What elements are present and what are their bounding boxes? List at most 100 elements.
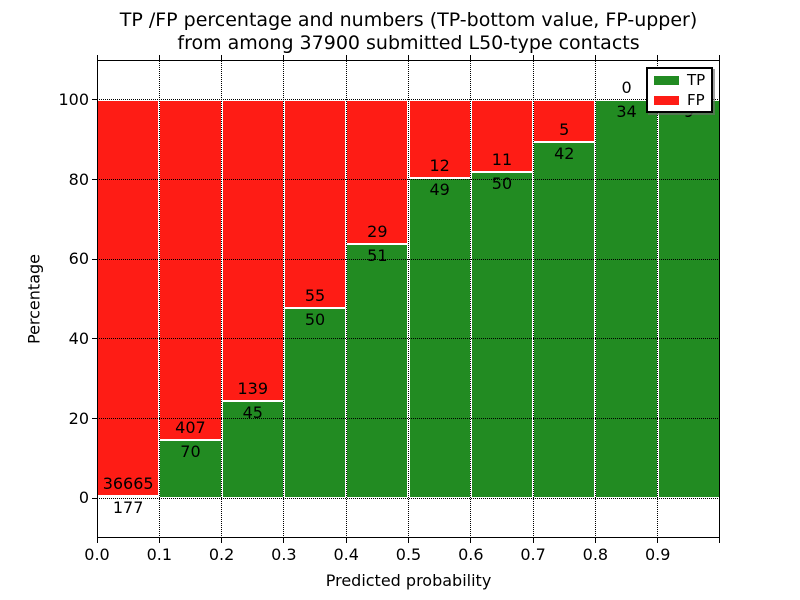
- x-tick-top-0.0: [96, 55, 98, 60]
- bar-tp-segment: [657, 99, 720, 499]
- gridline-x-0.5: [408, 60, 409, 538]
- x-tick-bottom-0.8: [594, 538, 596, 543]
- x-tick-top-0.1: [158, 55, 160, 60]
- x-tick-bottom-0.6: [470, 538, 472, 543]
- x-axis-label: Predicted probability: [325, 571, 492, 590]
- bar-tp-count-label: 34: [616, 101, 637, 121]
- bar-fp-segment: [159, 99, 222, 440]
- x-tick-label-0.9: 0.9: [644, 545, 671, 564]
- y-tick-40: [92, 338, 97, 340]
- bar-fp-count-label: 12: [429, 156, 450, 176]
- y-axis-label: Percentage: [24, 253, 44, 345]
- y-tick-label-80: 80: [68, 169, 89, 189]
- bar-tp-segment: [159, 439, 222, 499]
- x-tick-bottom-0.2: [221, 538, 223, 543]
- bar-tp-segment: [221, 400, 284, 499]
- x-tick-label-0.3: 0.3: [271, 545, 297, 564]
- y-tick-100: [92, 99, 97, 101]
- chart-title-line2: from among 37900 submitted L50-type cont…: [177, 32, 640, 54]
- bar-tp-count-label: 51: [367, 246, 388, 266]
- y-tick-label-20: 20: [68, 408, 89, 428]
- x-tick-bottom-0.0: [96, 538, 98, 543]
- y-tick-label-60: 60: [68, 249, 89, 269]
- bar-fp-segment: [408, 99, 471, 179]
- x-tick-top-0.5: [408, 55, 409, 60]
- x-tick-label-0.7: 0.7: [520, 545, 546, 564]
- y-tick-label-100: 100: [58, 89, 89, 109]
- x-tick-top-0.9: [657, 55, 659, 60]
- x-tick-bottom-right-edge: [719, 538, 720, 543]
- x-tick-bottom-0.3: [283, 538, 285, 543]
- gridline-x-0.2: [221, 60, 223, 538]
- gridline-x-0.7: [532, 60, 534, 538]
- bar-tp-count-label: 49: [429, 180, 450, 200]
- bar-fp-count-label: 5: [559, 120, 570, 140]
- y-tick-0: [92, 497, 97, 499]
- bar-fp-segment: [221, 99, 284, 401]
- gridline-x-0.1: [158, 60, 160, 538]
- legend-entry-fp: FP: [654, 90, 705, 109]
- bar-fp-count-label: 407: [175, 417, 206, 437]
- legend-swatch-tp-icon: [654, 75, 679, 85]
- bar-fp-segment: [97, 99, 160, 497]
- gridline-x-0.8: [594, 60, 596, 538]
- x-tick-label-0.5: 0.5: [395, 545, 422, 564]
- bar-tp-count-label: 45: [242, 402, 263, 422]
- x-tick-label-0.8: 0.8: [582, 545, 609, 564]
- bar-fp-count-label: 139: [237, 378, 269, 398]
- bar-fp-count-label: 36665: [102, 474, 154, 494]
- x-tick-label-0.1: 0.1: [146, 545, 173, 564]
- bar-fp-count-label: 11: [491, 149, 513, 169]
- bar-tp-segment: [283, 308, 347, 499]
- bar-fp-count-label: 55: [304, 286, 326, 306]
- x-tick-label-0.6: 0.6: [458, 545, 484, 564]
- y-tick-20: [92, 418, 97, 419]
- y-tick-60: [92, 258, 97, 260]
- bar-fp-count-label: 29: [367, 222, 388, 242]
- bar-tp-count-label: 177: [112, 498, 144, 518]
- x-tick-top-0.4: [345, 55, 347, 60]
- bar-fp-segment: [533, 99, 596, 143]
- x-tick-bottom-0.1: [158, 538, 160, 543]
- x-tick-top-0.7: [532, 55, 534, 60]
- bar-tp-segment: [346, 244, 409, 499]
- gridline-x-0.4: [345, 60, 347, 538]
- bar-fp-segment: [283, 99, 347, 309]
- x-tick-bottom-0.9: [657, 538, 659, 543]
- legend-label-tp: TP: [687, 70, 706, 89]
- x-tick-label-0.4: 0.4: [333, 545, 359, 564]
- legend-entry-tp: TP: [654, 70, 706, 89]
- y-tick-80: [92, 179, 97, 180]
- bar-tp-segment: [595, 99, 658, 499]
- x-tick-top-right-edge: [719, 55, 720, 60]
- x-tick-top-0.8: [594, 55, 596, 60]
- legend-swatch-fp-icon: [654, 95, 679, 105]
- x-tick-bottom-0.5: [408, 538, 409, 543]
- x-tick-bottom-0.7: [532, 538, 534, 543]
- bar-tp-count-label: 42: [554, 144, 575, 164]
- x-tick-top-0.6: [470, 55, 472, 60]
- x-tick-label-0.0: 0.0: [84, 545, 110, 564]
- bar-fp-count-label: 0: [621, 77, 632, 97]
- legend: TP FP: [646, 67, 713, 113]
- bar-fp-segment: [346, 99, 409, 245]
- y-tick-label-0: 0: [78, 488, 89, 508]
- bar-tp-segment: [470, 171, 534, 499]
- y-tick-label-40: 40: [68, 328, 89, 348]
- x-tick-top-0.3: [283, 55, 285, 60]
- bar-tp-count-label: 50: [491, 173, 513, 193]
- bar-tp-count-label: 70: [180, 441, 201, 461]
- bar-tp-count-label: 50: [304, 310, 326, 330]
- x-tick-label-0.2: 0.2: [208, 545, 235, 564]
- gridline-x-0.6: [470, 60, 472, 538]
- bar-tp-segment: [533, 142, 596, 499]
- gridline-x-0.3: [283, 60, 285, 538]
- legend-label-fp: FP: [687, 90, 705, 109]
- x-tick-bottom-0.4: [345, 538, 347, 543]
- bar-tp-segment: [408, 178, 471, 499]
- x-tick-top-0.2: [221, 55, 223, 60]
- gridline-x-0.9: [657, 60, 659, 538]
- chart-title-line1: TP /FP percentage and numbers (TP-bottom…: [119, 9, 698, 31]
- chart-title: TP /FP percentage and numbers (TP-bottom…: [97, 9, 720, 55]
